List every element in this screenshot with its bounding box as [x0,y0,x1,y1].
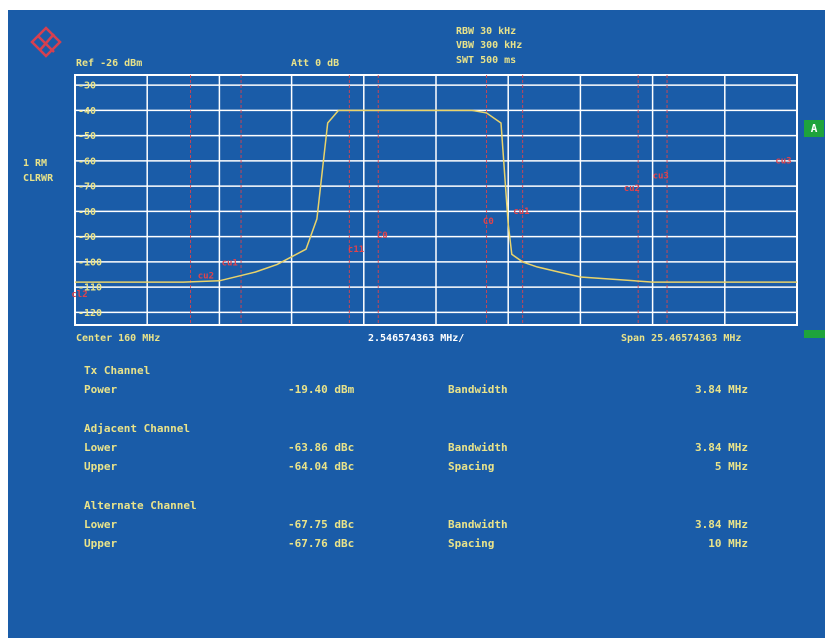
spectrum-plot: -30 -40 -50 -60 -70 -80 -90 -100 -110 -120 cl2 cu2… [71,74,798,326]
section-title: Adjacent Channel [84,422,190,435]
swt-label: SWT 500 ms [456,55,517,66]
trace-mode-label: 1 RM [23,158,48,169]
trace-a-badge: A [804,120,824,137]
analyzer-screen: Ref -26 dBm Att 0 dB RBW 30 kHz VBW 300 … [8,10,825,638]
y-tick-labels: -30 -40 -50 -60 -70 -80 -90 -100 -110 -120 [78,81,102,319]
row-param-value: 3.84 MHz [695,383,748,396]
status-indicator [804,330,825,338]
trace-group [75,109,797,283]
attenuation-label: Att 0 dB [291,58,340,69]
marker-label: cu1 [222,259,238,269]
row-value: -19.40 dBm [288,383,355,396]
marker-label: C0 [483,217,494,227]
row-name: Lower [84,441,118,454]
division-label: 2.546574363 MHz/ [368,333,465,344]
marker-labels: cl2 cu2 cu1 c11 C0 C0 cu1 cu2 cu3 cu3 [71,156,791,300]
y-tick-label: -100 [78,257,102,268]
marker-label: cu2 [198,271,214,281]
y-tick-label: -30 [78,81,96,92]
row-param: Spacing [448,460,495,473]
row-value: -64.04 dBc [288,460,355,473]
row-param-value: 3.84 MHz [695,518,748,531]
row-value: -63.86 dBc [288,441,355,454]
y-tick-label: -80 [78,207,96,218]
center-frequency-label: Center 160 MHz [76,333,161,344]
vbw-label: VBW 300 kHz [456,40,523,51]
row-value: -67.75 dBc [288,518,355,531]
y-tick-label: -110 [78,283,102,294]
row-param-value: 5 MHz [714,460,748,473]
row-name: Upper [84,460,118,473]
y-tick-label: -60 [78,156,96,167]
row-name: Power [84,383,118,396]
rohde-schwarz-logo-icon [30,26,62,58]
y-tick-label: -40 [78,106,96,117]
row-param-value: 3.84 MHz [695,441,748,454]
section-title: Alternate Channel [84,499,197,512]
spectrum-trace [75,109,797,283]
y-tick-label: -120 [78,308,102,319]
row-param: Spacing [448,537,495,550]
trace-detector-label: CLRWR [23,173,54,184]
y-tick-label: -50 [78,131,96,142]
row-value: -67.76 dBc [288,537,355,550]
marker-label: cu3 [653,172,669,182]
section-title: Tx Channel [84,364,151,377]
row-name: Lower [84,518,118,531]
y-tick-label: -70 [78,182,96,193]
marker-label: cu3 [775,156,791,166]
y-tick-label: -90 [78,232,96,243]
channel-limit-lines [190,75,668,325]
row-param: Bandwidth [448,518,508,531]
marker-label: C0 [377,231,388,241]
marker-label: cl2 [71,290,87,300]
row-name: Upper [84,537,118,550]
rbw-label: RBW 30 kHz [456,26,517,37]
marker-label: cu2 [624,184,640,194]
ref-level-label: Ref -26 dBm [76,58,143,69]
row-param: Bandwidth [448,383,508,396]
row-param: Bandwidth [448,441,508,454]
plot-grid [75,75,797,325]
marker-label: c11 [348,245,364,255]
marker-label: cu1 [513,207,529,217]
span-label: Span 25.46574363 MHz [621,333,742,344]
row-param-value: 10 MHz [708,537,748,550]
